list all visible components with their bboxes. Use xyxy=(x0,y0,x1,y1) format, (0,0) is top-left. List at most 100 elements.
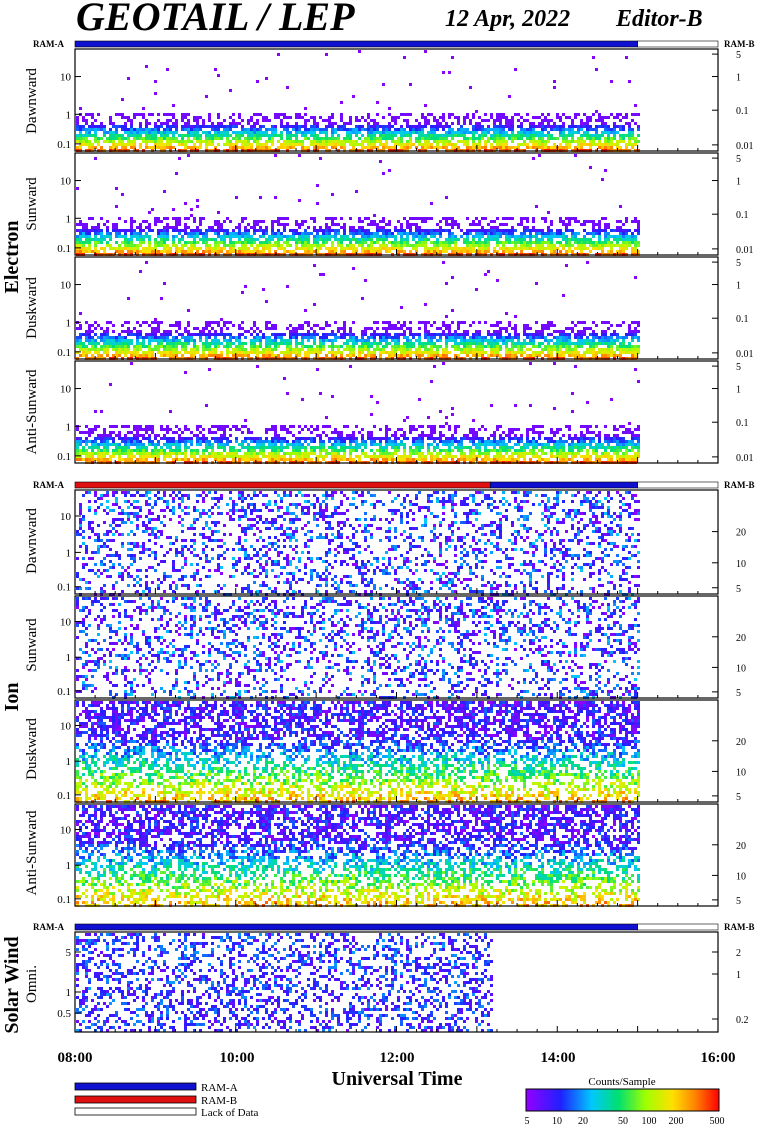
heatmap-cell xyxy=(604,226,607,229)
heatmap-cell xyxy=(520,137,523,140)
heatmap-cell xyxy=(346,134,349,137)
heatmap-cell xyxy=(463,122,466,125)
heatmap-cell xyxy=(298,223,301,226)
heatmap-cell xyxy=(172,125,175,128)
heatmap-cell xyxy=(397,333,400,336)
heatmap-cell xyxy=(598,351,601,354)
heatmap-cell xyxy=(115,229,118,232)
heatmap-cell xyxy=(325,336,328,339)
heatmap-cell xyxy=(619,238,622,241)
heatmap-cell xyxy=(562,113,565,116)
heatmap-cell xyxy=(427,119,430,122)
heatmap-cell xyxy=(124,146,127,149)
heatmap-cell xyxy=(580,143,583,146)
heatmap-cell xyxy=(565,264,568,267)
heatmap-cell xyxy=(412,351,415,354)
heatmap-cell xyxy=(427,336,430,339)
heatmap-cell xyxy=(565,226,568,229)
heatmap-cell xyxy=(580,128,583,131)
heatmap-cell xyxy=(619,336,622,339)
heatmap-cell xyxy=(214,125,217,128)
heatmap-cell xyxy=(232,131,235,134)
heatmap-cell xyxy=(199,354,202,357)
heatmap-cell xyxy=(424,238,427,241)
heatmap-cell xyxy=(103,125,106,128)
heatmap-cell xyxy=(238,339,241,342)
heatmap-cell xyxy=(385,250,388,253)
heatmap-cell xyxy=(115,131,118,134)
heatmap-cell xyxy=(376,342,379,345)
heatmap-cell xyxy=(445,143,448,146)
heatmap-cell xyxy=(553,137,556,140)
heatmap-cell xyxy=(604,140,607,143)
heatmap-cell xyxy=(529,238,532,241)
heatmap-cell xyxy=(304,131,307,134)
heatmap-cell xyxy=(121,247,124,250)
panel-0-0 xyxy=(76,50,640,152)
heatmap-cell xyxy=(256,238,259,241)
heatmap-cell xyxy=(145,220,148,223)
heatmap-cell xyxy=(382,327,385,330)
heatmap-cell xyxy=(607,339,610,342)
heatmap-cell xyxy=(88,339,91,342)
heatmap-cell xyxy=(226,345,229,348)
heatmap-cell xyxy=(247,119,250,122)
heatmap-cell xyxy=(454,342,457,345)
heatmap-cell xyxy=(403,336,406,339)
heatmap-cell xyxy=(298,241,301,244)
heatmap-cell xyxy=(487,128,490,131)
heatmap-cell xyxy=(229,146,232,149)
heatmap-cell xyxy=(418,354,421,357)
heatmap-cell xyxy=(556,125,559,128)
heatmap-cell xyxy=(619,232,622,235)
heatmap-cell xyxy=(79,223,82,226)
heatmap-cell xyxy=(577,220,580,223)
heatmap-cell xyxy=(376,321,379,324)
heatmap-cell xyxy=(520,220,523,223)
heatmap-cell xyxy=(331,193,334,196)
heatmap-cell xyxy=(613,137,616,140)
heatmap-cell xyxy=(508,232,511,235)
heatmap-cell xyxy=(172,146,175,149)
heatmap-cell xyxy=(151,330,154,333)
heatmap-cell xyxy=(301,235,304,238)
heatmap-cell xyxy=(484,229,487,232)
heatmap-cell xyxy=(541,122,544,125)
heatmap-cell xyxy=(343,232,346,235)
heatmap-cell xyxy=(289,351,292,354)
heatmap-cell xyxy=(445,229,448,232)
heatmap-cell xyxy=(439,336,442,339)
heatmap-cell xyxy=(226,131,229,134)
heatmap-cell xyxy=(103,128,106,131)
heatmap-cell xyxy=(361,333,364,336)
heatmap-cell xyxy=(451,226,454,229)
heatmap-cell xyxy=(112,247,115,250)
heatmap-cell xyxy=(361,348,364,351)
heatmap-cell xyxy=(616,348,619,351)
heatmap-cell xyxy=(130,241,133,244)
heatmap-cell xyxy=(367,348,370,351)
heatmap-cell xyxy=(439,122,442,125)
heatmap-cell xyxy=(484,113,487,116)
heatmap-cell xyxy=(145,351,148,354)
heatmap-cell xyxy=(610,131,613,134)
heatmap-cell xyxy=(394,339,397,342)
heatmap-cell xyxy=(385,330,388,333)
heatmap-cell xyxy=(577,232,580,235)
heatmap-cell xyxy=(349,238,352,241)
heatmap-cell xyxy=(346,140,349,143)
heatmap-cell xyxy=(205,238,208,241)
heatmap-cell xyxy=(460,339,463,342)
heatmap-cell xyxy=(280,137,283,140)
heatmap-cell xyxy=(478,345,481,348)
heatmap-cell xyxy=(178,339,181,342)
heatmap-cell xyxy=(577,342,580,345)
heatmap-cell xyxy=(505,223,508,226)
heatmap-cell xyxy=(382,229,385,232)
heatmap-cell xyxy=(484,119,487,122)
heatmap-cell xyxy=(238,342,241,345)
heatmap-cell xyxy=(616,140,619,143)
heatmap-cell xyxy=(496,321,499,324)
heatmap-cell xyxy=(322,339,325,342)
heatmap-cell xyxy=(448,336,451,339)
